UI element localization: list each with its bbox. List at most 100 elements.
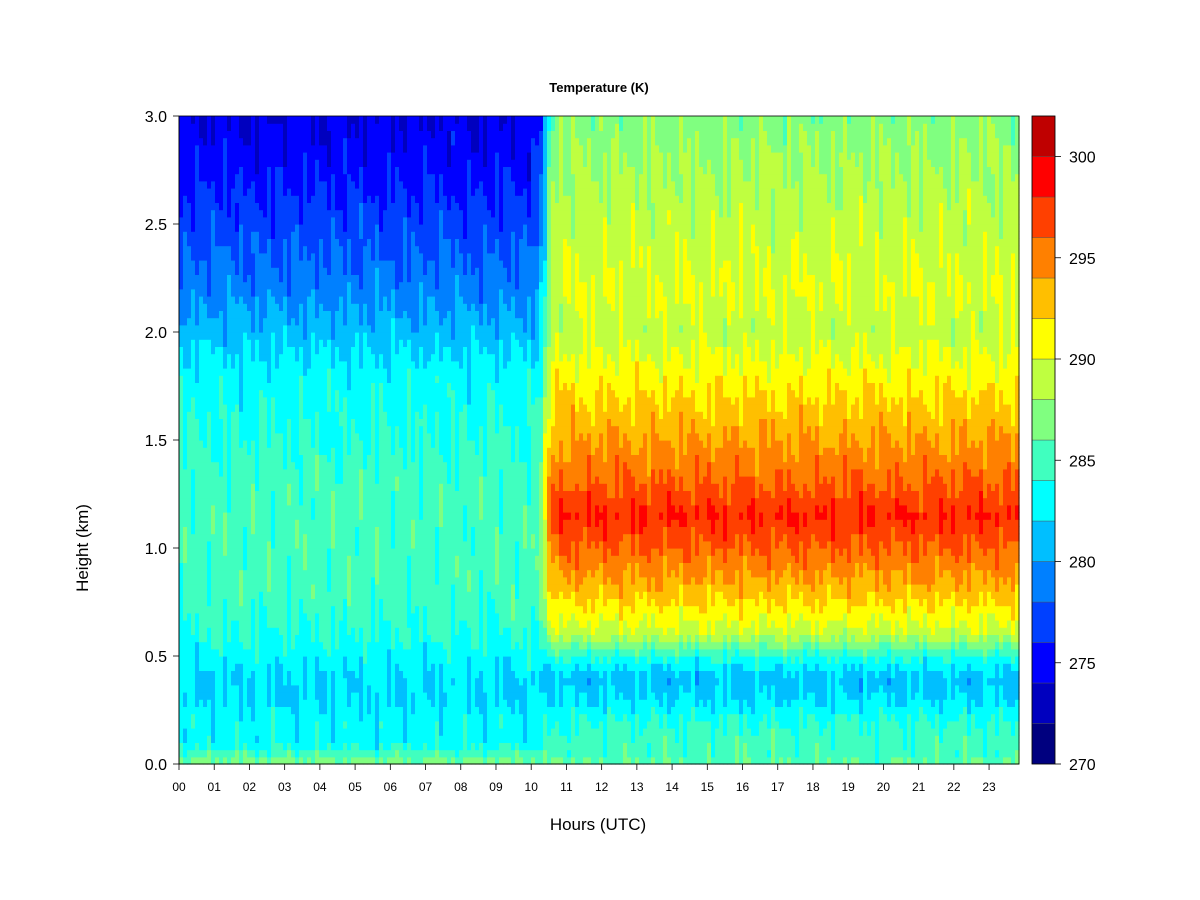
heatmap-cell	[319, 202, 324, 211]
heatmap-cell	[395, 519, 400, 527]
heatmap-cell	[283, 238, 288, 247]
heatmap-cell	[383, 526, 388, 535]
heatmap-cell	[347, 591, 352, 599]
heatmap-cell	[223, 440, 228, 448]
heatmap-cell	[239, 555, 244, 563]
heatmap-cell	[347, 483, 352, 491]
heatmap-cell	[251, 612, 256, 621]
heatmap-cell	[347, 706, 352, 715]
heatmap-cell	[255, 180, 260, 189]
heatmap-cell	[251, 375, 256, 383]
heatmap-cell	[335, 576, 340, 585]
heatmap-cell	[231, 281, 236, 290]
heatmap-cell	[363, 346, 368, 355]
heatmap-cell	[207, 173, 212, 182]
heatmap-cell	[367, 202, 372, 211]
heatmap-cell	[395, 677, 400, 686]
heatmap-cell	[183, 476, 188, 484]
heatmap-cell	[351, 404, 356, 412]
heatmap-cell	[391, 137, 396, 146]
heatmap-cell	[291, 116, 296, 124]
heatmap-cell	[295, 195, 300, 203]
heatmap-cell	[235, 137, 240, 146]
heatmap-cell	[387, 432, 392, 441]
heatmap-cell	[335, 281, 340, 290]
heatmap-cell	[219, 274, 224, 283]
heatmap-cell	[239, 324, 244, 333]
heatmap-cell	[219, 267, 224, 275]
heatmap-cell	[231, 519, 236, 527]
heatmap-cell	[247, 706, 252, 715]
heatmap-cell	[395, 432, 400, 441]
heatmap-cell	[343, 706, 348, 715]
heatmap-cell	[267, 346, 272, 355]
heatmap-cell	[335, 742, 340, 751]
heatmap-cell	[371, 389, 376, 398]
heatmap-cell	[351, 353, 356, 362]
heatmap-cell	[231, 540, 236, 549]
heatmap-cell	[247, 310, 252, 319]
heatmap-cell	[347, 569, 352, 578]
heatmap-cell	[339, 418, 344, 427]
heatmap-cell	[339, 396, 344, 405]
heatmap-cell	[183, 447, 188, 455]
heatmap-cell	[287, 130, 292, 139]
heatmap-cell	[243, 130, 248, 139]
heatmap-cell	[315, 137, 320, 146]
heatmap-cell	[279, 382, 284, 391]
heatmap-cell	[187, 598, 192, 607]
heatmap-cell	[239, 713, 244, 722]
heatmap-cell	[239, 576, 244, 585]
heatmap-cell	[187, 368, 192, 376]
heatmap-cell	[311, 274, 316, 283]
heatmap-cell	[291, 648, 296, 657]
heatmap-cell	[227, 396, 232, 405]
heatmap-cell	[263, 648, 268, 657]
heatmap-cell	[291, 303, 296, 311]
heatmap-cell	[215, 130, 220, 139]
heatmap-cell	[275, 627, 280, 635]
heatmap-cell	[271, 252, 276, 261]
heatmap-cell	[287, 699, 292, 707]
heatmap-cell	[279, 180, 284, 189]
heatmap-cell	[231, 576, 236, 585]
heatmap-cell	[375, 195, 380, 203]
heatmap-cell	[359, 634, 364, 643]
heatmap-cell	[307, 166, 312, 175]
heatmap-cell	[243, 260, 248, 268]
heatmap-cell	[383, 756, 388, 765]
heatmap-cell	[227, 245, 232, 254]
heatmap-cell	[271, 699, 276, 707]
heatmap-cell	[323, 497, 328, 506]
heatmap-cell	[255, 144, 260, 153]
heatmap-cell	[303, 483, 308, 491]
heatmap-cell	[179, 670, 184, 679]
heatmap-cell	[351, 274, 356, 283]
heatmap-cell	[395, 742, 400, 751]
heatmap-cell	[323, 224, 328, 232]
heatmap-cell	[399, 576, 404, 585]
heatmap-cell	[307, 706, 312, 715]
heatmap-cell	[231, 360, 236, 369]
heatmap-cell	[363, 252, 368, 261]
heatmap-cell	[227, 584, 232, 592]
heatmap-cell	[203, 454, 208, 463]
heatmap-cell	[259, 281, 264, 290]
heatmap-cell	[191, 728, 196, 736]
heatmap-cell	[383, 576, 388, 585]
heatmap-cell	[215, 411, 220, 419]
heatmap-cell	[323, 540, 328, 549]
heatmap-cell	[223, 418, 228, 427]
heatmap-cell	[219, 317, 224, 326]
heatmap-cell	[339, 706, 344, 715]
heatmap-cell	[259, 360, 264, 369]
heatmap-cell	[371, 562, 376, 571]
heatmap-cell	[227, 382, 232, 391]
heatmap-cell	[227, 180, 232, 189]
heatmap-cell	[247, 188, 252, 196]
heatmap-cell	[271, 231, 276, 239]
heatmap-cell	[355, 130, 360, 139]
heatmap-cell	[327, 663, 332, 671]
heatmap-cell	[275, 245, 280, 254]
heatmap-cell	[331, 699, 336, 707]
